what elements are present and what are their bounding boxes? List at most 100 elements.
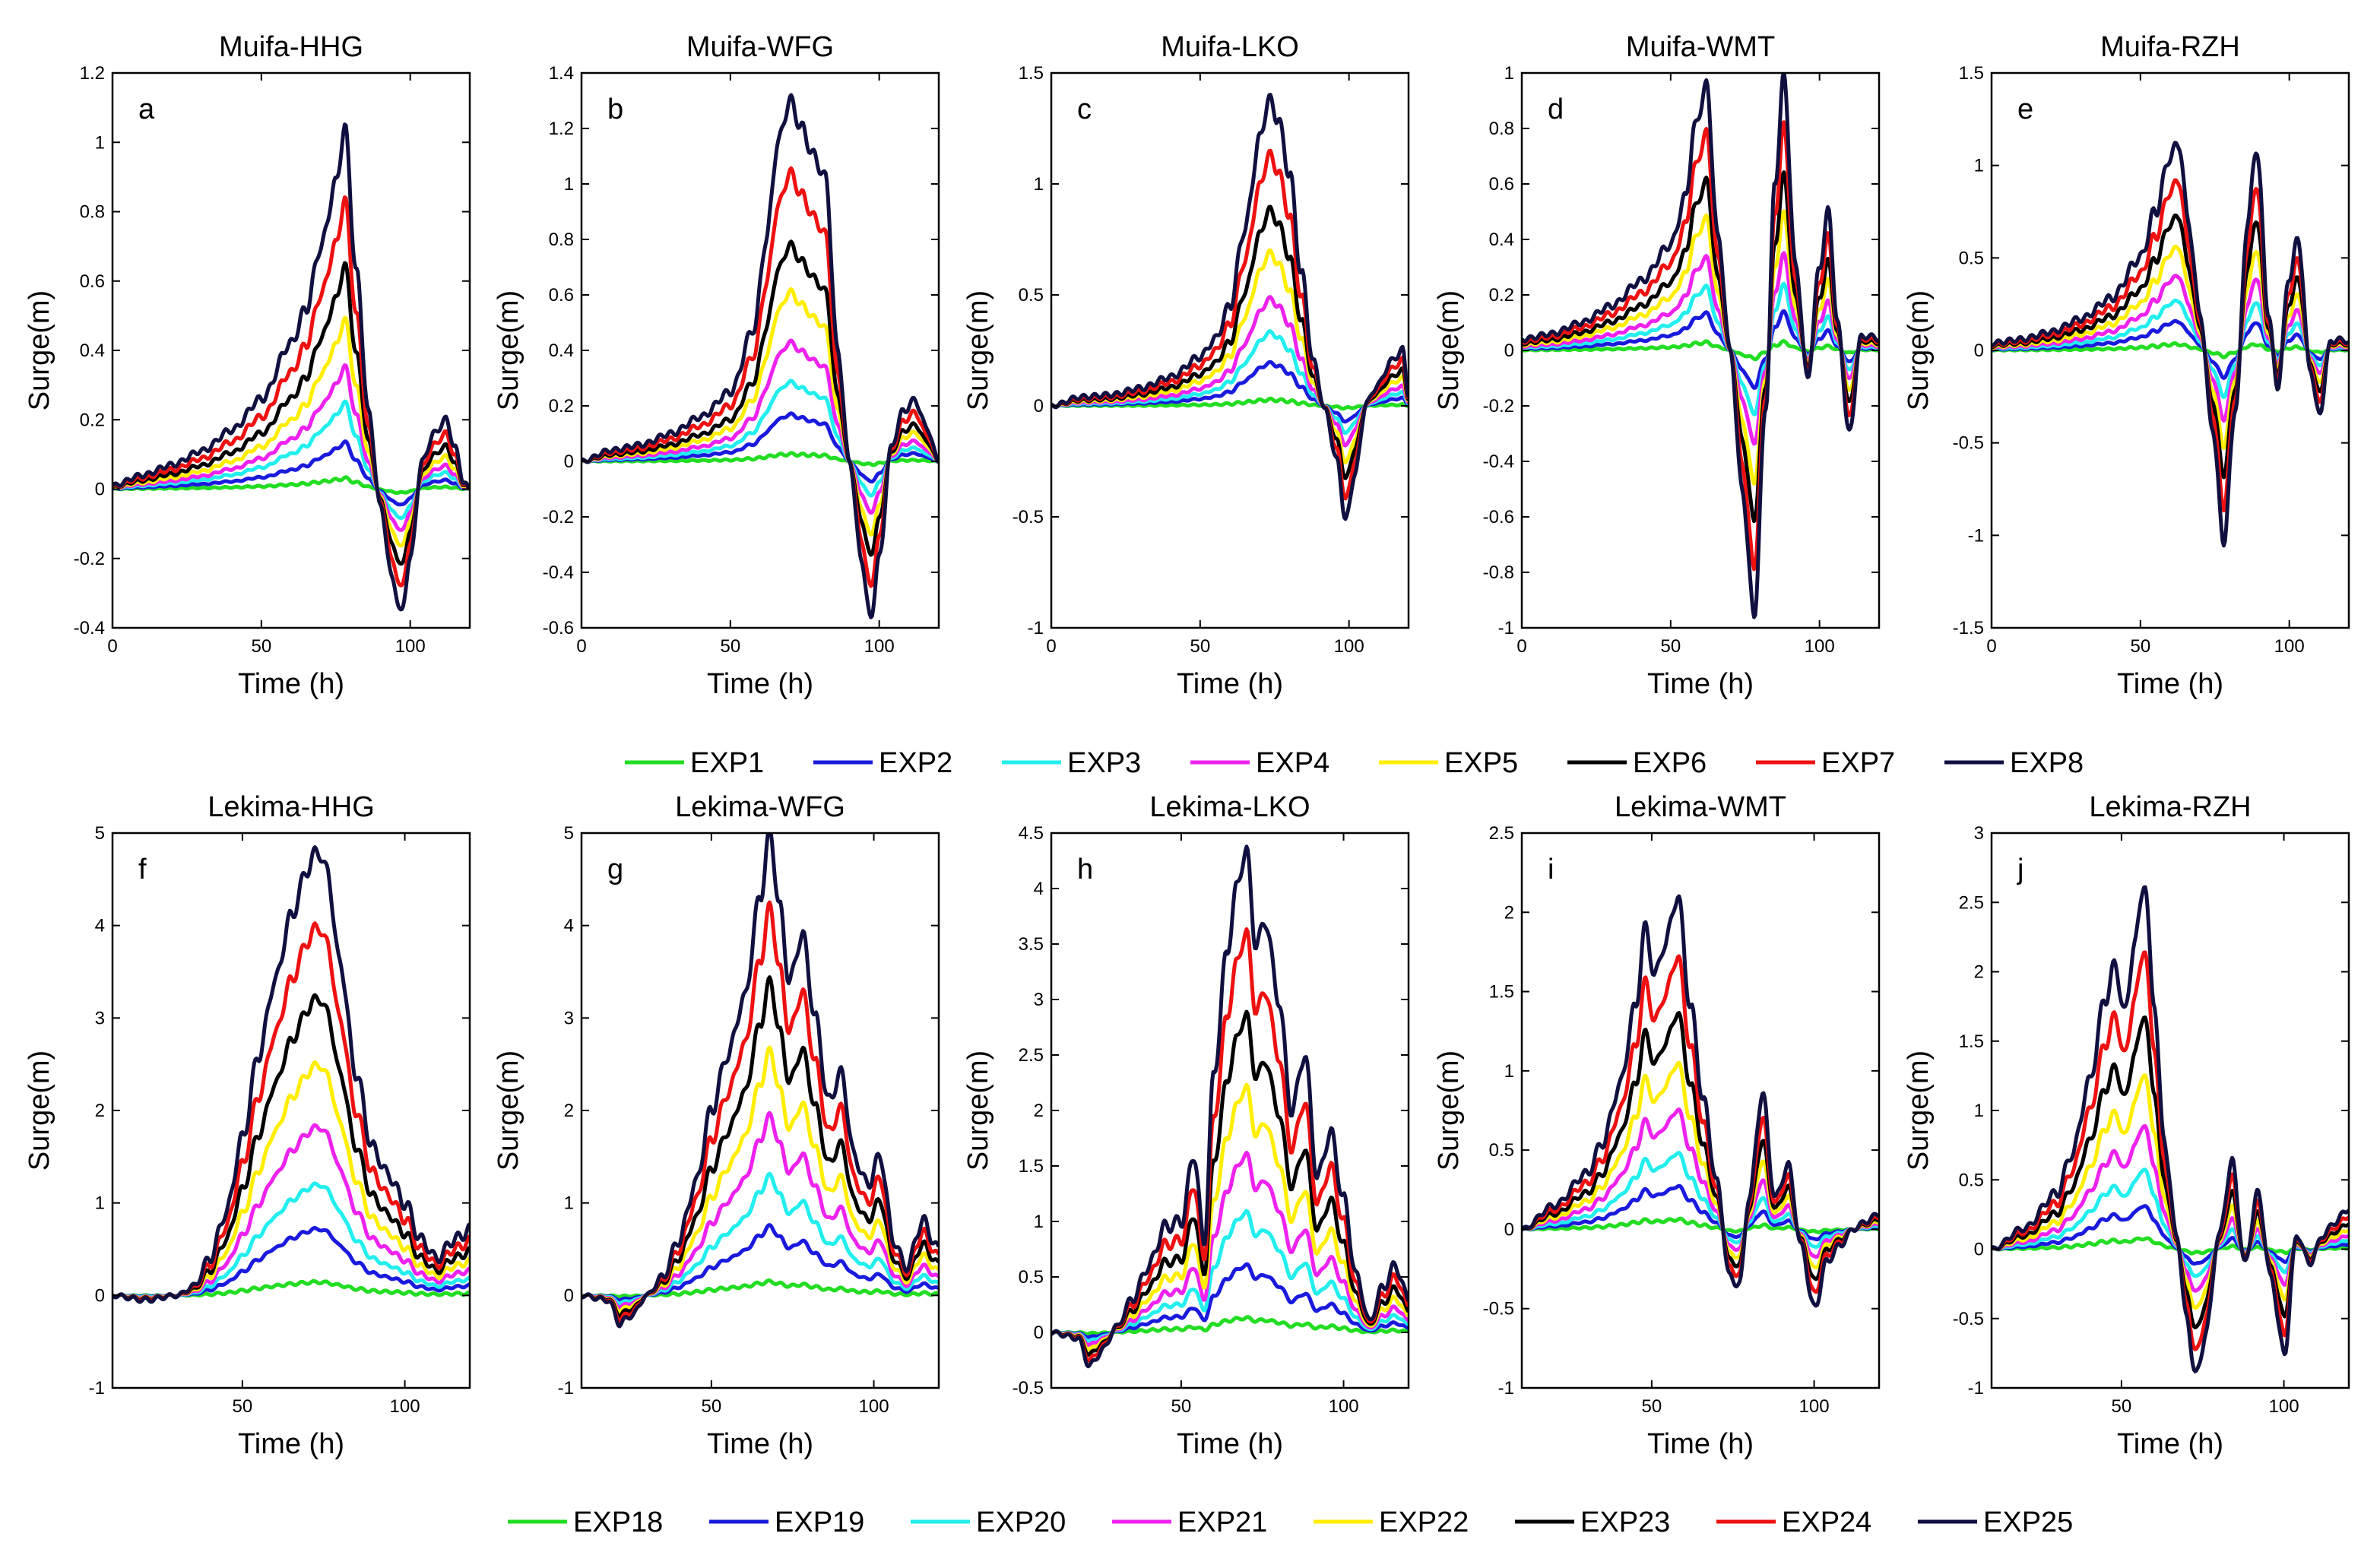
panel-title: Muifa-WMT (1626, 31, 1775, 63)
series-line-EXP24 (1992, 950, 2349, 1351)
x-axis-label: Time (h) (2117, 668, 2223, 700)
y-tick-label: 1 (564, 1193, 574, 1214)
y-tick-label: 1 (95, 1193, 105, 1214)
series-line-EXP7 (582, 166, 939, 588)
x-axis-label: Time (h) (238, 1428, 344, 1460)
series-line-EXP25 (1522, 894, 1879, 1308)
y-tick-label: 3 (1974, 823, 1984, 844)
x-tick-label: 0 (107, 636, 117, 657)
series-line-EXP25 (582, 833, 939, 1329)
panel-letter: j (2017, 854, 2023, 885)
series-line-EXP5 (1522, 209, 1879, 486)
y-tick-label: 0.6 (549, 285, 574, 306)
x-tick-label: 50 (1171, 1396, 1192, 1417)
legend-label: EXP1 (690, 747, 764, 779)
axes-box (1990, 832, 2350, 1389)
series-line-EXP2 (1992, 318, 2349, 380)
series-line-EXP24 (113, 921, 470, 1304)
legend-label: EXP24 (1782, 1506, 1871, 1538)
y-tick-label: 1 (1034, 1212, 1044, 1232)
series-group (1522, 894, 1879, 1308)
y-tick-label: 0.5 (1489, 1140, 1514, 1161)
panel-b: Muifa-WFG -0.6 -0.4 -0.2 0 0.2 0.4 0.6 0.8 1 1.2 1.… (493, 31, 940, 700)
x-tick-label: 0 (576, 636, 586, 657)
y-tick-label: 2 (1034, 1101, 1044, 1121)
y-axis-label: Surge(m) (24, 290, 55, 410)
panel-a: Muifa-HHG -0.4 -0.2 0 0.2 0.4 0.6 0.8 1 1.2 0 50 100… (24, 31, 471, 700)
panel-letter: f (138, 854, 147, 885)
y-axis-label: Surge(m) (1903, 290, 1935, 410)
y-axis-label: Surge(m) (493, 1050, 524, 1171)
axes-box (111, 71, 471, 629)
series-group (1051, 93, 1409, 521)
y-tick-label: 0.4 (1489, 230, 1514, 250)
x-axis-label: Time (h) (238, 668, 344, 700)
x-tick-label: 100 (1805, 636, 1835, 657)
x-tick-label: 100 (1334, 636, 1364, 657)
series-line-EXP8 (113, 122, 470, 612)
y-axis-label: Surge(m) (1433, 1050, 1465, 1171)
series-line-EXP4 (1992, 274, 2349, 423)
series-line-EXP8 (582, 93, 939, 619)
y-tick-label: 0.5 (1959, 248, 1984, 268)
x-tick-label: 100 (1799, 1396, 1830, 1417)
legend-label: EXP21 (1177, 1506, 1267, 1538)
x-tick-label: 50 (2112, 1396, 2132, 1417)
series-line-EXP25 (113, 845, 470, 1304)
y-tick-label: 4 (564, 916, 574, 936)
x-tick-label: 50 (233, 1396, 253, 1417)
y-tick-label: 2 (1504, 902, 1514, 923)
series-line-EXP1 (1992, 341, 2349, 360)
panel-title: Lekima-RZH (2089, 791, 2251, 823)
series-line-EXP4 (582, 338, 939, 515)
panel-title: Lekima-WFG (675, 791, 845, 823)
series-line-EXP8 (1992, 141, 2349, 548)
x-axis-label: Time (h) (1647, 1428, 1754, 1460)
axes-box (1050, 71, 1410, 629)
series-group (1992, 141, 2349, 548)
y-tick-label: 5 (95, 823, 105, 844)
y-tick-label: -0.4 (543, 562, 574, 583)
y-tick-label: 1.5 (1019, 1156, 1044, 1177)
y-tick-label: -1 (1968, 525, 1984, 546)
y-tick-label: -1 (558, 1378, 574, 1399)
legend-bottom: EXP18 EXP19 EXP20 EXP21 EXP22 EXP23 EXP24 EXP25 (508, 1506, 2073, 1538)
legend-label: EXP25 (1983, 1506, 2073, 1538)
panel-e: Muifa-RZH -1.5 -1 -0.5 0 0.5 1 1.5 0 50 100 e Time (… (1903, 31, 2350, 700)
panel-letter: c (1077, 93, 1092, 125)
y-axis-label: Surge(m) (493, 290, 524, 410)
y-tick-label: 1 (1034, 174, 1044, 195)
y-tick-label: -1 (1968, 1378, 1984, 1399)
panel-letter: h (1077, 854, 1093, 885)
y-tick-label: 2.5 (1019, 1045, 1044, 1066)
legend-label: EXP18 (573, 1506, 663, 1538)
series-line-EXP22 (113, 1060, 470, 1301)
series-line-EXP7 (113, 195, 470, 588)
x-tick-label: 50 (702, 1396, 722, 1417)
y-tick-label: -0.2 (74, 549, 105, 569)
panel-title: Muifa-LKO (1161, 31, 1299, 63)
y-tick-label: -0.5 (1953, 433, 1984, 454)
series-line-EXP3 (113, 399, 470, 520)
series-line-EXP6 (1992, 213, 2349, 480)
y-tick-label: 3 (1034, 990, 1044, 1010)
y-tick-label: 1.5 (1959, 1031, 1984, 1052)
y-tick-label: 0 (95, 1285, 105, 1306)
series-group (1051, 844, 1409, 1369)
panel-j: Lekima-RZH -1 -0.5 0 0.5 1 1.5 2 2.5 3 50 100 j Time … (1903, 791, 2350, 1460)
legend-label: EXP6 (1633, 747, 1707, 779)
y-tick-label: 1 (1974, 1101, 1984, 1121)
series-line-EXP25 (1992, 885, 2349, 1373)
y-tick-label: 1 (1504, 63, 1514, 84)
legend-label: EXP5 (1444, 747, 1518, 779)
panel-title: Muifa-HHG (219, 31, 363, 63)
series-line-EXP23 (113, 993, 470, 1302)
legend-label: EXP4 (1256, 747, 1329, 779)
series-line-EXP18 (1051, 1315, 1409, 1336)
x-tick-label: 100 (1329, 1396, 1359, 1417)
y-tick-label: 5 (564, 823, 574, 844)
series-group (1992, 885, 2349, 1373)
y-tick-label: 4.5 (1019, 823, 1044, 844)
y-tick-label: 0.2 (80, 410, 105, 430)
y-tick-label: 1 (95, 132, 105, 153)
